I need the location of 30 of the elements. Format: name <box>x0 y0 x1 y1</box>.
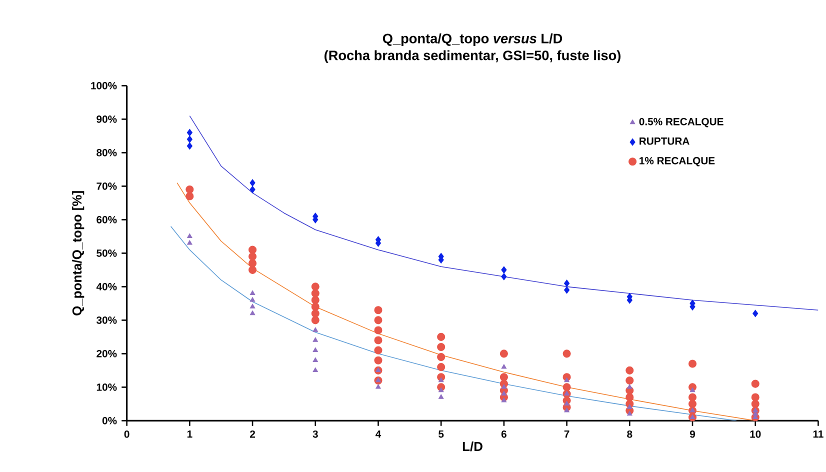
x-tick-label: 4 <box>376 430 382 438</box>
x-tick-label: 7 <box>564 430 570 438</box>
x-tick-label: 10 <box>750 430 761 438</box>
legend-label: 0.5% RECALQUE <box>639 118 724 128</box>
legend-label: 1% RECALQUE <box>640 156 715 166</box>
y-tick-label: 90% <box>96 115 117 123</box>
legend-label: RUPTURA <box>640 137 690 145</box>
x-tick-label: 2 <box>250 430 255 438</box>
x-tick-label: 6 <box>501 430 506 438</box>
y-tick-label: 20% <box>96 350 117 358</box>
chart-title: Q_ponta/Q_topo versus L/D <box>382 33 562 46</box>
x-axis-title: L/D <box>462 441 482 452</box>
x-tick-label: 9 <box>690 430 696 438</box>
chart-subtitle: (Rocha branda sedimentar, GSI=50, fuste liso) <box>324 50 620 63</box>
y-tick-label: 80% <box>96 148 117 156</box>
y-tick-label: 70% <box>96 182 117 190</box>
y-tick-label: 100% <box>91 82 117 90</box>
y-tick-label: 60% <box>96 216 117 224</box>
y-tick-label: 50% <box>96 249 117 257</box>
y-tick-label: 0% <box>102 416 117 424</box>
y-tick-label: 10% <box>96 383 117 391</box>
x-tick-label: 8 <box>627 430 632 438</box>
x-tick-label: 5 <box>438 430 444 438</box>
y-tick-label: 30% <box>96 316 117 324</box>
y-axis-title: Q_ponta/Q_topo [%] <box>72 191 84 316</box>
x-tick-label: 11 <box>813 430 824 438</box>
y-tick-label: 40% <box>96 282 117 290</box>
x-tick-label: 1 <box>187 430 192 438</box>
x-tick-label: 3 <box>312 430 318 438</box>
x-tick-label: 0 <box>124 430 130 438</box>
